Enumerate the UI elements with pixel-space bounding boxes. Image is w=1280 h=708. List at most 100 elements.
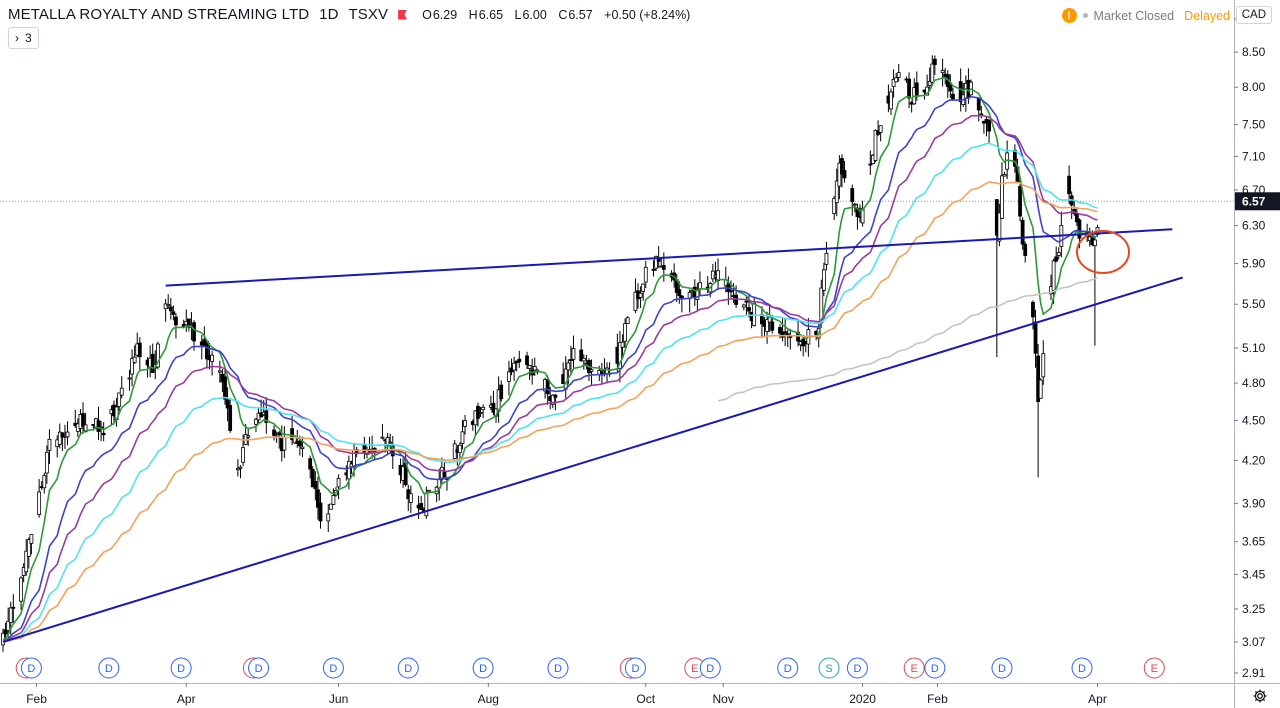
candle-body bbox=[385, 437, 390, 446]
candle-body bbox=[1002, 174, 1007, 177]
event-marker-ring bbox=[924, 657, 946, 679]
candle-body bbox=[568, 359, 573, 362]
candle-body bbox=[241, 447, 245, 463]
candle-body bbox=[119, 387, 124, 396]
split-marker[interactable]: S bbox=[818, 657, 840, 679]
dividend-marker[interactable]: D bbox=[1071, 657, 1093, 679]
dividend-marker[interactable]: D bbox=[991, 657, 1013, 679]
candle-body bbox=[117, 392, 122, 407]
dividend-marker[interactable]: D bbox=[547, 657, 569, 679]
candle-body bbox=[654, 255, 658, 269]
candle-body bbox=[331, 495, 336, 505]
candle-body bbox=[834, 180, 839, 204]
event-marker-label: D bbox=[1078, 663, 1086, 675]
time-tick-label: 2020 bbox=[849, 692, 876, 706]
event-marker-ring bbox=[248, 657, 270, 679]
status-dot-icon bbox=[1082, 13, 1088, 18]
symbol-name[interactable]: METALLA ROYALTY AND STREAMING LTD bbox=[8, 6, 310, 23]
market-closed-label: Market Closed bbox=[1093, 8, 1175, 23]
event-marker-label: E bbox=[911, 663, 918, 675]
legend-header: METALLA ROYALTY AND STREAMING LTD 1D TSX… bbox=[8, 6, 698, 23]
price-tick-label: 7.10 bbox=[1242, 149, 1266, 163]
candle-body bbox=[1036, 355, 1041, 403]
dividend-marker[interactable]: D bbox=[98, 657, 120, 679]
event-marker-label: D bbox=[998, 663, 1006, 675]
candle-body bbox=[11, 606, 16, 609]
candle-body bbox=[313, 481, 318, 490]
trendline[interactable] bbox=[2, 276, 1183, 643]
candle-body bbox=[57, 431, 62, 445]
currency-badge[interactable]: CAD bbox=[1235, 6, 1272, 24]
candle-body bbox=[532, 365, 537, 371]
candle-body bbox=[850, 188, 855, 202]
price-tick-label: 3.90 bbox=[1242, 496, 1266, 510]
warning-icon[interactable]: ! bbox=[1061, 8, 1077, 23]
candle-body bbox=[460, 431, 465, 444]
dividend-marker[interactable]: D bbox=[777, 657, 799, 679]
candle-body bbox=[579, 349, 584, 362]
price-tick-label: 4.50 bbox=[1242, 413, 1266, 427]
candle-body bbox=[512, 362, 517, 371]
candle-body bbox=[1041, 353, 1046, 378]
trendline[interactable] bbox=[165, 228, 1173, 287]
candle-body bbox=[427, 489, 431, 492]
candle-body bbox=[24, 550, 29, 573]
event-marker-ring bbox=[322, 657, 344, 679]
candle-body bbox=[1038, 379, 1043, 399]
candle-body bbox=[442, 471, 447, 478]
candle-body bbox=[550, 394, 555, 405]
candle-body bbox=[81, 413, 85, 427]
price-tick-label: 5.50 bbox=[1242, 297, 1266, 311]
dividend-marker[interactable]: D bbox=[624, 657, 646, 679]
event-marker-label: D bbox=[404, 663, 412, 675]
dividend-marker[interactable]: D bbox=[924, 657, 946, 679]
dividend-marker[interactable]: D bbox=[322, 657, 344, 679]
candle-body bbox=[277, 432, 282, 436]
exchange-label: TSXV bbox=[348, 6, 389, 23]
candle-body bbox=[1018, 185, 1022, 217]
indicators-toggle-button[interactable]: › 3 bbox=[8, 27, 39, 49]
event-marker-ring bbox=[846, 657, 868, 679]
gear-icon[interactable] bbox=[1252, 688, 1268, 704]
candle-body bbox=[876, 130, 880, 135]
candle-body bbox=[42, 475, 47, 489]
dividend-marker[interactable]: D bbox=[846, 657, 868, 679]
price-tick-label: 3.65 bbox=[1242, 535, 1266, 549]
dividend-marker[interactable]: D bbox=[248, 657, 270, 679]
time-tick-label: Aug bbox=[478, 692, 499, 706]
candle-body bbox=[1067, 175, 1071, 195]
event-marker-ring bbox=[991, 657, 1013, 679]
candle-body bbox=[166, 303, 171, 307]
earnings-marker[interactable]: E bbox=[1143, 657, 1165, 679]
earnings-marker[interactable]: E bbox=[903, 657, 925, 679]
dividend-marker[interactable]: D bbox=[397, 657, 419, 679]
candle-body bbox=[765, 319, 769, 332]
candle-body bbox=[419, 503, 424, 510]
candle-body bbox=[168, 306, 173, 312]
candle-body bbox=[174, 316, 178, 326]
sma-200-line bbox=[717, 276, 1098, 402]
candle-body bbox=[566, 362, 571, 371]
event-marker-label: D bbox=[27, 663, 35, 675]
dividend-marker[interactable]: D bbox=[20, 657, 42, 679]
high-value: 6.65 bbox=[478, 7, 504, 22]
interval-label[interactable]: 1D bbox=[319, 6, 339, 23]
dividend-marker[interactable]: D bbox=[699, 657, 721, 679]
flag-icon[interactable] bbox=[398, 10, 410, 20]
price-tick-label: 7.50 bbox=[1242, 118, 1266, 132]
delayed-label: Delayed bbox=[1184, 8, 1230, 23]
candle-body bbox=[860, 207, 865, 224]
candle-body bbox=[1000, 175, 1004, 219]
candle-body bbox=[362, 444, 367, 453]
dividend-marker[interactable]: D bbox=[472, 657, 494, 679]
candle-body bbox=[228, 405, 233, 431]
candle-body bbox=[747, 307, 751, 312]
event-marker-ring bbox=[903, 657, 925, 679]
dividend-marker[interactable]: D bbox=[170, 657, 192, 679]
highlight-circle[interactable] bbox=[1076, 230, 1130, 274]
indicators-count: 3 bbox=[25, 31, 32, 45]
candle-body bbox=[545, 379, 550, 395]
event-marker-label: D bbox=[255, 663, 263, 675]
event-marker-label: D bbox=[554, 663, 562, 675]
